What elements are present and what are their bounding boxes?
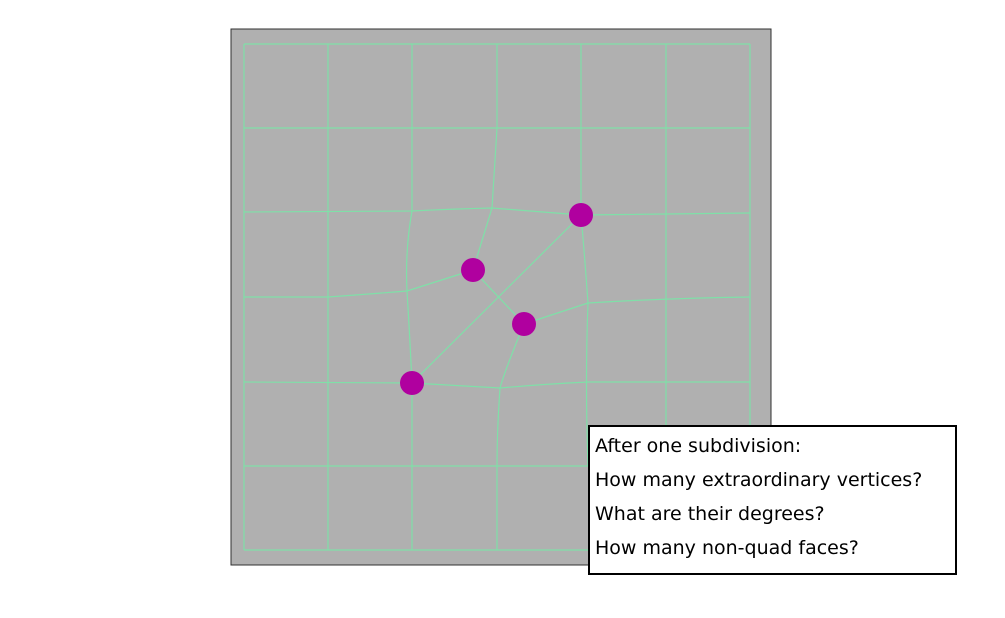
question-line-1: After one subdivision: [595, 435, 802, 457]
mesh-edge [580, 128, 589, 467]
extraordinary-vertex [569, 203, 593, 227]
extraordinary-vertex [400, 371, 424, 395]
mesh-edge [244, 269, 474, 298]
extraordinary-vertex [461, 258, 485, 282]
mesh-edge [496, 323, 525, 550]
extraordinary-vertices [400, 203, 593, 395]
mesh-edge [523, 296, 751, 325]
regular-grid-lines [243, 43, 751, 551]
mesh-edge [411, 214, 582, 384]
question-line-3: What are their degrees? [595, 503, 825, 525]
irregular-mesh-lines [243, 127, 751, 550]
question-line-4: How many non-quad faces? [595, 537, 859, 559]
mesh-edge [472, 127, 498, 271]
mesh-edge [405, 128, 413, 384]
question-line-2: How many extraordinary vertices? [595, 469, 923, 491]
extraordinary-vertex [512, 312, 536, 336]
question-box: After one subdivision: How many extraord… [588, 425, 957, 575]
